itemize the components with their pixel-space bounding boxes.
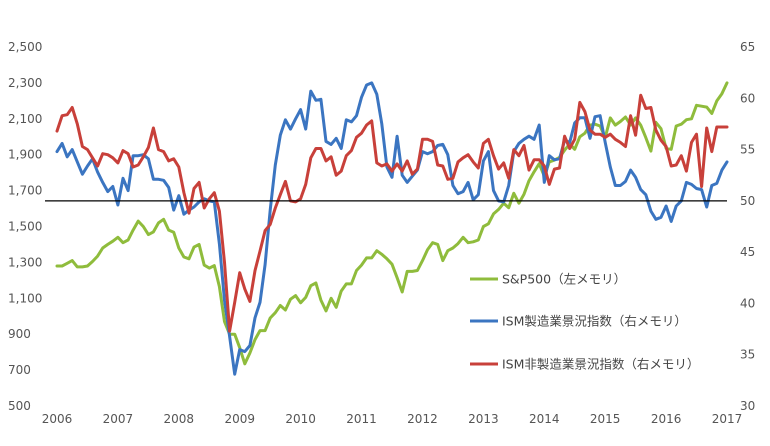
y-left-tick-label: 700 [8,363,31,377]
x-axis-ticks: 2006 2007 2008 2009 2010 2011 2012 2013 2014 2015… [42,412,743,426]
y-right-tick-label: 55 [740,143,755,157]
series-line-0 [55,81,729,366]
x-tick-label: 2010 [285,412,316,426]
legend-label-0: S&P500（左メモリ） [502,272,626,287]
x-tick-label: 2007 [103,412,134,426]
y-left-tick-label: 900 [8,327,31,341]
y-left-tick-label: 500 [8,399,31,413]
y-right-tick-label: 45 [740,245,755,259]
y-right-tick-label: 60 [740,91,755,105]
x-tick-label: 2011 [346,412,377,426]
x-tick-label: 2006 [42,412,73,426]
y-right-tick-label: 65 [740,40,755,54]
y-right-tick-label: 30 [740,399,755,413]
y-right-tick-label: 35 [740,348,755,362]
y-left-tick-label: 1,900 [8,148,42,162]
x-tick-label: 2009 [224,412,255,426]
y-left-tick-label: 2,300 [8,76,42,90]
x-tick-label: 2013 [468,412,499,426]
legend-label-2: ISM非製造業景況指数（右メモリ） [502,357,699,372]
y-left-tick-label: 1,100 [8,291,42,305]
y-left-tick-label: 1,700 [8,184,42,198]
y-right-tick-label: 50 [740,194,755,208]
y-left-tick-label: 2,100 [8,112,42,126]
x-tick-label: 2008 [164,412,195,426]
x-tick-label: 2015 [590,412,621,426]
x-tick-label: 2012 [407,412,438,426]
x-tick-label: 2017 [712,412,743,426]
legend: S&P500（左メモリ） ISM製造業景況指数（右メモリ） ISM非製造業景況指数（… [470,272,699,372]
series-line-1 [55,81,729,376]
y-left-tick-label: 2,500 [8,40,42,54]
y-axis-left-ticks: 500 700 900 1,100 1,300 1,500 1,700 1,900 2,100 2… [8,40,42,413]
x-tick-label: 2016 [651,412,682,426]
series-line-2 [55,93,729,333]
y-left-tick-label: 1,300 [8,255,42,269]
y-axis-right-ticks: 30 35 40 45 50 55 60 65 [740,40,755,413]
y-right-tick-label: 40 [740,296,755,310]
y-left-tick-label: 1,500 [8,220,42,234]
legend-label-1: ISM製造業景況指数（右メモリ） [502,314,687,329]
plot-lines [55,81,729,376]
x-tick-label: 2014 [529,412,560,426]
